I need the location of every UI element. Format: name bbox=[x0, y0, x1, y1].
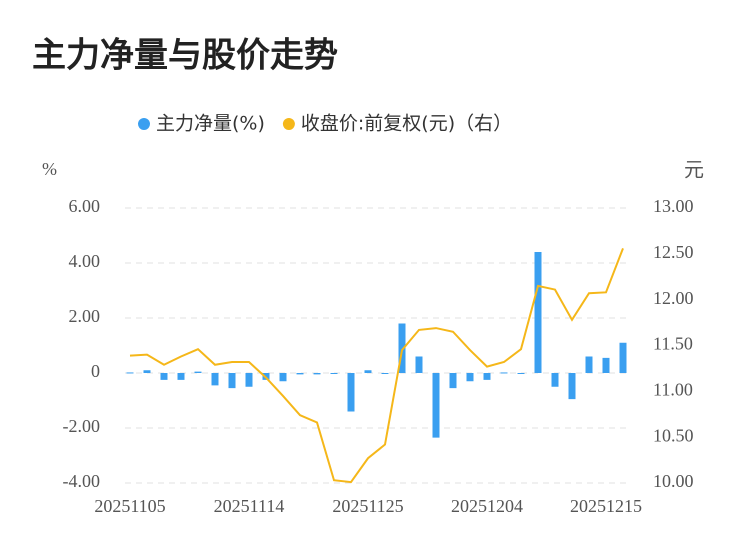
y-tick-label: 6.00 bbox=[69, 196, 101, 216]
x-tick-label: 20251125 bbox=[332, 496, 403, 516]
bar bbox=[432, 373, 440, 438]
bar bbox=[296, 373, 304, 375]
bar bbox=[279, 373, 287, 382]
y2-tick-label: 10.50 bbox=[653, 425, 694, 445]
legend-marker bbox=[282, 118, 295, 130]
y2-axis-label: 元 bbox=[684, 158, 704, 182]
y-axis-label: % bbox=[42, 159, 57, 179]
legend-label: 主力净量(%) bbox=[156, 113, 265, 135]
price-line bbox=[129, 247, 624, 484]
bar bbox=[466, 373, 474, 382]
bar bbox=[194, 371, 202, 373]
bar bbox=[313, 373, 321, 375]
x-tick-label: 20251204 bbox=[451, 496, 523, 516]
bar bbox=[347, 373, 355, 412]
bar bbox=[160, 373, 168, 380]
bar bbox=[585, 356, 593, 373]
bar bbox=[449, 373, 457, 389]
bar bbox=[551, 373, 559, 387]
y2-tick-label: 11.50 bbox=[653, 334, 693, 354]
bar bbox=[245, 373, 253, 387]
x-tick-label: 20251114 bbox=[214, 496, 285, 516]
bar bbox=[211, 373, 219, 386]
bar bbox=[228, 373, 236, 389]
bar bbox=[126, 372, 134, 374]
y2-tick-label: 12.50 bbox=[653, 242, 694, 262]
bar bbox=[364, 370, 372, 373]
bar bbox=[415, 356, 423, 373]
x-tick-label: 20251105 bbox=[94, 496, 165, 516]
bar bbox=[143, 370, 151, 373]
y-tick-label: -4.00 bbox=[63, 471, 101, 491]
bar bbox=[619, 342, 627, 373]
y-tick-label: 4.00 bbox=[69, 251, 101, 271]
bar bbox=[568, 373, 576, 400]
y-tick-label: 0 bbox=[91, 361, 100, 381]
y2-tick-label: 10.00 bbox=[653, 471, 694, 491]
bar bbox=[330, 373, 338, 374]
bar bbox=[398, 323, 406, 373]
y-tick-label: 2.00 bbox=[69, 306, 101, 326]
chart-title: 主力净量与股价走势 bbox=[32, 36, 338, 76]
y2-tick-label: 11.00 bbox=[653, 379, 693, 399]
legend-label: 收盘价:前复权(元)（右） bbox=[301, 113, 512, 135]
bar bbox=[534, 252, 542, 373]
y2-tick-label: 12.00 bbox=[653, 288, 694, 308]
bar bbox=[381, 373, 389, 374]
y2-tick-label: 13.00 bbox=[653, 196, 694, 216]
bar bbox=[177, 373, 185, 380]
bar bbox=[500, 372, 508, 374]
y-tick-label: -2.00 bbox=[63, 416, 101, 436]
bar bbox=[483, 373, 491, 380]
legend-marker bbox=[138, 118, 150, 130]
bar bbox=[602, 357, 610, 373]
x-tick-label: 20251215 bbox=[570, 496, 642, 516]
bar bbox=[517, 373, 525, 374]
